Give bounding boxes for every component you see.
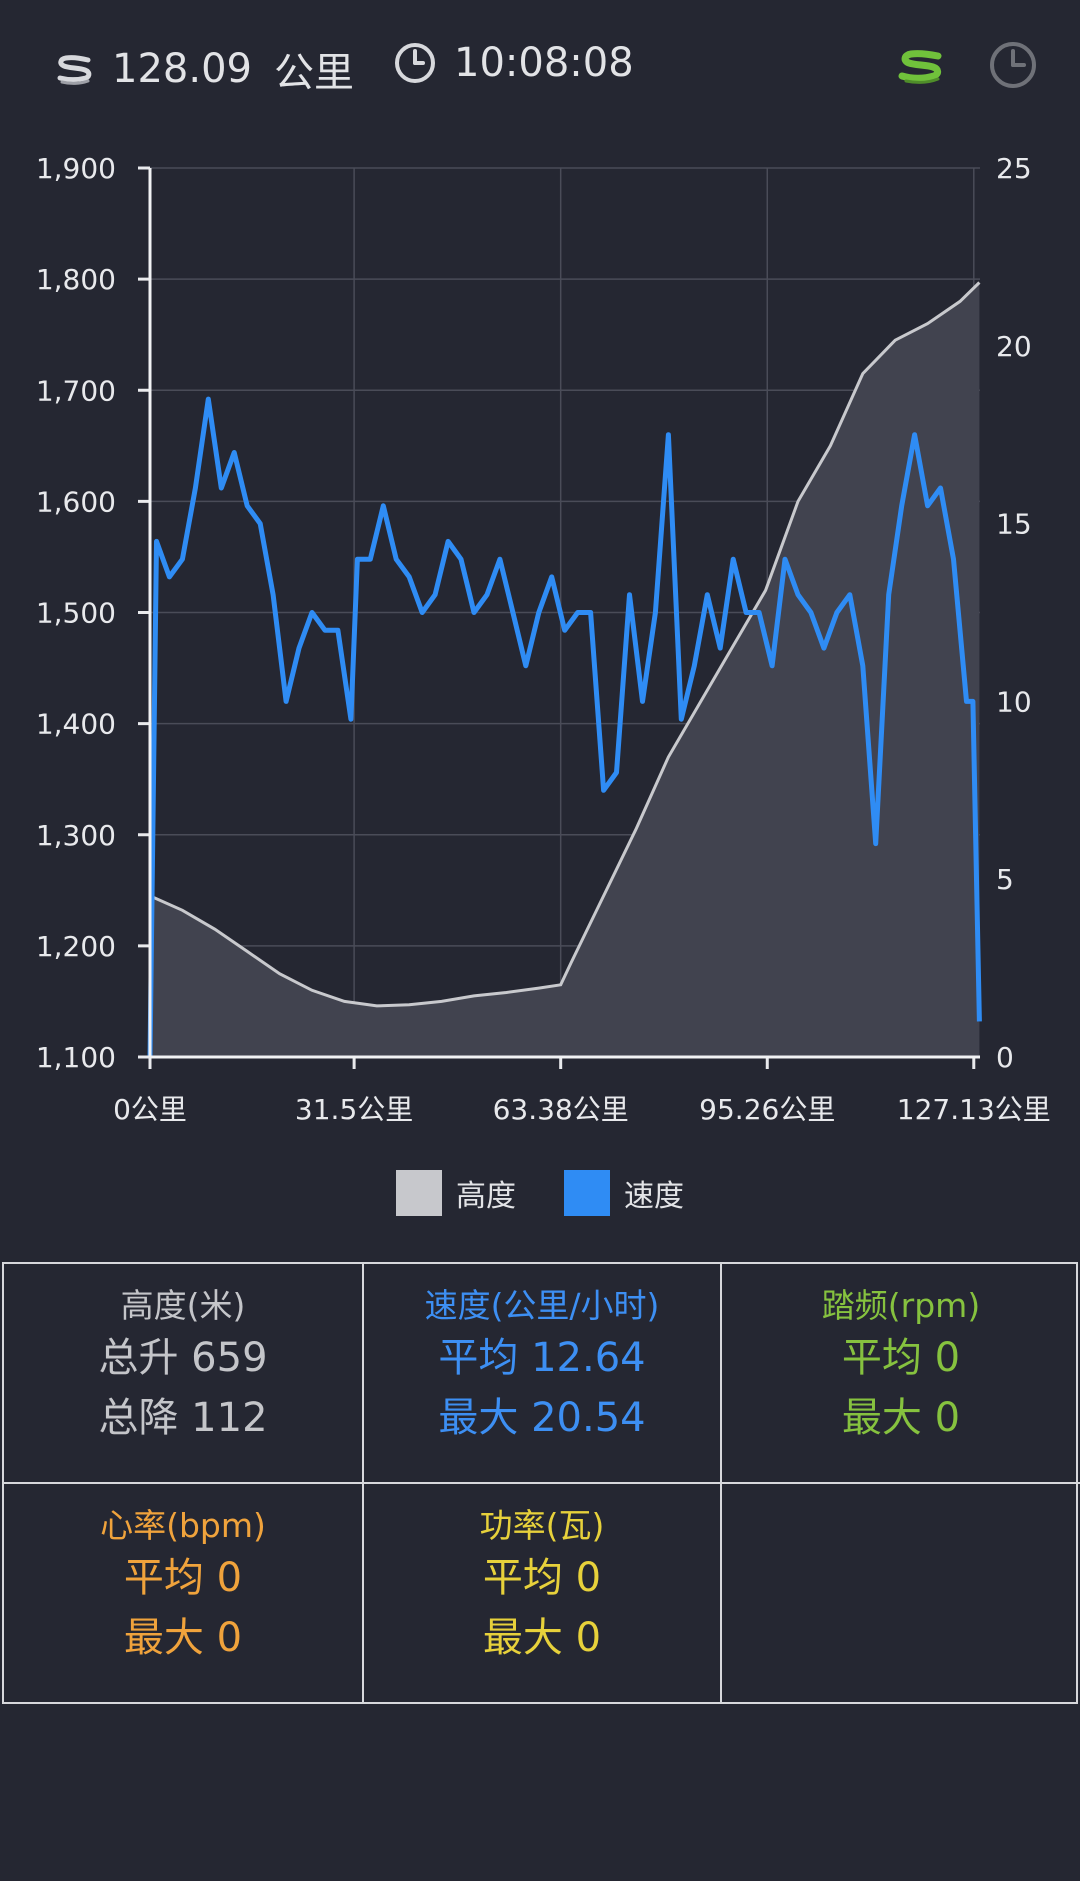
legend-swatch-speed — [564, 1170, 610, 1216]
top-bar: 128.09 公里 10:08:08 — [0, 0, 1080, 140]
axis-layer — [138, 166, 980, 1069]
stat-title-altitude: 高度(米) — [120, 1286, 246, 1325]
right-tick-label-1: 5 — [996, 863, 1014, 896]
left-tick-label-4: 1,500 — [36, 597, 116, 630]
right-tick-label-4: 20 — [996, 330, 1032, 363]
stat-line1-power: 平均 0 — [482, 1555, 602, 1601]
right-tick-label-2: 10 — [996, 685, 1032, 718]
ride-profile-chart: 1,100 1,200 1,300 1,400 1,500 1,600 1,700 1,800… — [0, 140, 1080, 1140]
clock-icon — [392, 40, 438, 86]
stat-line2-heart-rate: 最大 0 — [123, 1615, 243, 1661]
speed-line — [147, 396, 982, 1058]
elapsed-time: 10:08:08 — [454, 40, 634, 86]
right-y-ticks: 0 5 10 15 20 25 — [996, 152, 1032, 1074]
legend-label-altitude: 高度 — [456, 1179, 516, 1214]
x-tick-label-0: 0公里 — [113, 1093, 187, 1126]
left-tick-label-3: 1,400 — [36, 708, 116, 741]
x-tick-label-2: 63.38公里 — [493, 1093, 629, 1126]
stat-card-empty — [722, 1484, 1080, 1704]
stat-line1-altitude: 总升 659 — [98, 1335, 268, 1381]
left-tick-label-1: 1,200 — [36, 930, 116, 963]
altitude-line — [149, 281, 981, 1008]
chart-mode-toggle[interactable] — [894, 38, 1040, 92]
stat-line1-heart-rate: 平均 0 — [123, 1555, 243, 1601]
stat-card-cadence: 踏频(rpm) 平均 0 最大 0 — [722, 1264, 1080, 1484]
stat-line1-speed: 平均 12.64 — [438, 1335, 646, 1381]
stat-card-heart-rate: 心率(bpm) 平均 0 最大 0 — [4, 1484, 364, 1704]
left-y-ticks: 1,100 1,200 1,300 1,400 1,500 1,600 1,700 1,800… — [36, 152, 116, 1074]
x-tick-label-3: 95.26公里 — [699, 1093, 835, 1126]
stats-grid: 高度(米) 总升 659 总降 112 速度(公里/小时) 平均 12.64 最… — [2, 1262, 1080, 1704]
stat-line2-speed: 最大 20.54 — [438, 1395, 646, 1441]
right-tick-label-3: 15 — [996, 508, 1032, 541]
stat-title-heart-rate: 心率(bpm) — [100, 1506, 266, 1545]
time-summary: 10:08:08 — [392, 40, 634, 86]
stat-line2-altitude: 总降 112 — [98, 1395, 268, 1441]
x-ticks: 0公里 31.5公里 63.38公里 95.26公里 127.13公里 — [113, 1093, 1051, 1126]
left-tick-label-7: 1,800 — [36, 263, 116, 296]
distance-mode-icon[interactable] — [894, 45, 946, 85]
left-tick-label-2: 1,300 — [36, 819, 116, 852]
stat-title-power: 功率(瓦) — [479, 1506, 605, 1545]
stat-line1-cadence: 平均 0 — [841, 1335, 961, 1381]
stat-title-cadence: 踏频(rpm) — [821, 1286, 981, 1325]
stat-card-altitude: 高度(米) 总升 659 总降 112 — [4, 1264, 364, 1484]
chart-legend: 高度 速度 — [0, 1170, 1080, 1216]
altitude-area — [150, 282, 980, 1057]
route-icon — [52, 52, 96, 86]
distance-summary: 128.09 公里 — [52, 40, 354, 98]
distance-value: 128.09 — [112, 46, 252, 92]
legend-swatch-altitude — [396, 1170, 442, 1216]
stat-card-speed: 速度(公里/小时) 平均 12.64 最大 20.54 — [364, 1264, 722, 1484]
left-tick-label-8: 1,900 — [36, 152, 116, 185]
left-tick-label-6: 1,700 — [36, 374, 116, 407]
stat-line2-cadence: 最大 0 — [841, 1395, 961, 1441]
legend-label-speed: 速度 — [624, 1179, 684, 1214]
chart-svg: 1,100 1,200 1,300 1,400 1,500 1,600 1,700 1,800… — [36, 152, 1051, 1126]
right-tick-label-0: 0 — [996, 1041, 1014, 1074]
legend-item-speed: 速度 — [564, 1170, 684, 1216]
time-mode-icon[interactable] — [986, 38, 1040, 92]
stat-card-power: 功率(瓦) 平均 0 最大 0 — [364, 1484, 722, 1704]
right-tick-label-5: 25 — [996, 152, 1032, 185]
stat-line2-power: 最大 0 — [482, 1615, 602, 1661]
stat-title-speed: 速度(公里/小时) — [424, 1286, 660, 1325]
x-tick-label-1: 31.5公里 — [295, 1093, 413, 1126]
left-tick-label-5: 1,600 — [36, 485, 116, 518]
left-tick-label-0: 1,100 — [36, 1041, 116, 1074]
distance-unit: 公里 — [273, 50, 354, 96]
legend-item-altitude: 高度 — [396, 1170, 516, 1216]
x-tick-label-4: 127.13公里 — [897, 1093, 1051, 1126]
